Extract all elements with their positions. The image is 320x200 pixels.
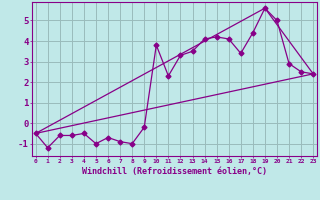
X-axis label: Windchill (Refroidissement éolien,°C): Windchill (Refroidissement éolien,°C) (82, 167, 267, 176)
